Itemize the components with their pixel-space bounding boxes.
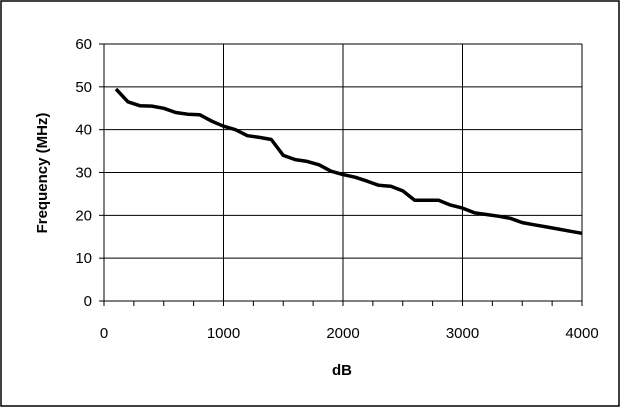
y-tick-label-20: 20 [75, 207, 92, 224]
x-tick-label-2000: 2000 [326, 325, 359, 342]
y-tick-label-60: 60 [75, 36, 92, 53]
x-tick-label-1000: 1000 [207, 325, 240, 342]
y-tick-label-50: 50 [75, 79, 92, 96]
plot-area: 0 10 20 30 40 50 60 0 1000 2000 3000 4000 [75, 36, 598, 342]
y-tick-label-10: 10 [75, 250, 92, 267]
x-tick-label-0: 0 [100, 325, 108, 342]
y-axis-title: Frequency (MHz) [34, 113, 51, 234]
x-axis-title: dB [332, 362, 352, 379]
y-tick-label-0: 0 [84, 293, 92, 310]
y-tick-label-40: 40 [75, 122, 92, 139]
x-tick-label-3000: 3000 [446, 325, 479, 342]
y-tick-label-30: 30 [75, 165, 92, 182]
series-line-0 [114, 87, 583, 236]
x-tick-label-4000: 4000 [565, 325, 598, 342]
